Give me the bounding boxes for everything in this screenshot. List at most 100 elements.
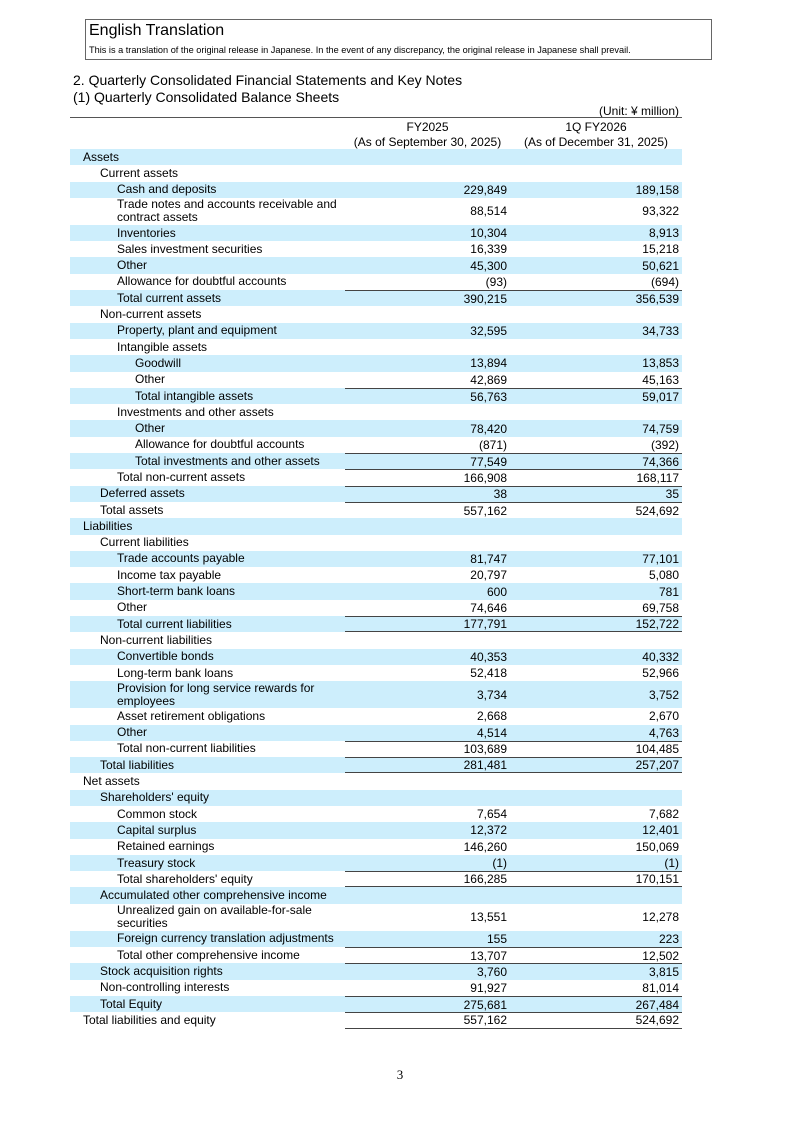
row-label: Inventories <box>117 225 176 240</box>
value-1q-fy2026: 13,853 <box>642 356 679 371</box>
row-label: Current assets <box>100 165 179 180</box>
table-row: Total assets 557,162 524,692 <box>70 501 682 518</box>
table-row: Total liabilities 281,481 257,207 <box>70 757 682 774</box>
table-row: Current liabilities <box>70 535 682 551</box>
value-fy2025: 13,707 <box>345 947 510 963</box>
value-1q-fy2026: 74,366 <box>510 453 682 469</box>
column-header-fy2025: FY2025 (As of September 30, 2025) <box>345 120 510 150</box>
table-row: Short-term bank loans 600 781 <box>70 583 682 600</box>
value-fy2025: 56,763 <box>345 387 510 404</box>
table-row: Other 78,420 74,759 <box>70 420 682 437</box>
row-label: Intangible assets <box>117 339 208 354</box>
value-1q-fy2026: 524,692 <box>510 501 682 518</box>
row-label: Total current liabilities <box>117 616 232 631</box>
column-date: (As of September 30, 2025) <box>353 135 502 149</box>
value-fy2025: 74,646 <box>470 600 507 615</box>
value-1q-fy2026: 189,158 <box>635 182 679 197</box>
value-1q-fy2026: 168,117 <box>510 469 682 485</box>
value-fy2025: 177,791 <box>345 616 510 633</box>
value-fy2025: 155 <box>486 931 507 946</box>
row-label: Total non-current assets <box>117 469 246 484</box>
table-row: Non-controlling interests 91,927 81,014 <box>70 980 682 996</box>
table-top-rule <box>70 117 682 118</box>
value-1q-fy2026: 3,752 <box>648 687 679 702</box>
table-row: Net assets <box>70 773 682 789</box>
row-label: Total other comprehensive income <box>117 947 300 962</box>
table-row: Retained earnings 146,260 150,069 <box>70 839 682 855</box>
table-row: Inventories 10,304 8,913 <box>70 224 682 242</box>
row-label: Asset retirement obligations <box>117 708 266 723</box>
table-row: Non-current liabilities <box>70 632 682 648</box>
value-1q-fy2026: 34,733 <box>642 323 679 338</box>
value-fy2025: 557,162 <box>345 501 510 518</box>
row-label: Total current assets <box>117 290 222 305</box>
table-row: Capital surplus 12,372 12,401 <box>70 822 682 839</box>
value-1q-fy2026: 152,722 <box>510 616 682 633</box>
table-row: Other 42,869 45,163 <box>70 372 682 388</box>
value-1q-fy2026 <box>510 535 682 551</box>
value-1q-fy2026 <box>510 339 682 355</box>
value-1q-fy2026: 3,815 <box>510 963 682 979</box>
table-row: Liabilities <box>70 518 682 535</box>
row-label: Investments and other assets <box>117 404 274 419</box>
value-fy2025: 45,300 <box>470 258 507 273</box>
value-1q-fy2026: 74,759 <box>642 421 679 436</box>
table-row: Allowance for doubtful accounts (93) (694) <box>70 274 682 290</box>
value-fy2025: 10,304 <box>470 226 507 241</box>
column-header-1q-fy2026: 1Q FY2026 (As of December 31, 2025) <box>510 120 682 150</box>
row-label: Shareholders' equity <box>100 790 210 805</box>
value-1q-fy2026: 223 <box>658 931 679 946</box>
row-label: Total liabilities <box>100 757 175 772</box>
row-label: Other <box>135 372 166 387</box>
row-label: Cash and deposits <box>117 182 217 197</box>
value-1q-fy2026: 35 <box>510 485 682 502</box>
table-row: Common stock 7,654 7,682 <box>70 806 682 822</box>
value-fy2025 <box>345 306 510 322</box>
table-row: Total non-current assets 166,908 168,117 <box>70 469 682 485</box>
table-row: Total intangible assets 56,763 59,017 <box>70 387 682 405</box>
row-label: Total Equity <box>100 996 163 1011</box>
table-row: Foreign currency translation adjustments… <box>70 930 682 948</box>
subsection-heading: (1) Quarterly Consolidated Balance Sheet… <box>73 89 340 105</box>
table-row: Unrealized gain on available-for-sale se… <box>70 904 682 931</box>
value-1q-fy2026: 150,069 <box>635 839 679 854</box>
column-period: FY2025 <box>406 120 449 134</box>
row-label: Non-controlling interests <box>100 980 230 995</box>
value-fy2025 <box>345 632 510 648</box>
value-1q-fy2026: 52,966 <box>642 666 679 681</box>
row-label: Total investments and other assets <box>135 453 320 468</box>
table-row: Current assets <box>70 165 682 181</box>
row-label: Liabilities <box>83 518 133 533</box>
row-label: Total shareholders' equity <box>117 871 253 886</box>
table-row: Convertible bonds 40,353 40,332 <box>70 648 682 665</box>
row-label: Common stock <box>117 806 198 821</box>
value-fy2025: 3,760 <box>345 963 510 979</box>
row-label: Capital surplus <box>117 822 197 837</box>
value-fy2025 <box>345 339 510 355</box>
value-fy2025: 390,215 <box>345 290 510 306</box>
value-fy2025: 166,908 <box>345 469 510 485</box>
value-fy2025: 12,372 <box>470 823 507 838</box>
value-1q-fy2026: 40,332 <box>642 649 679 664</box>
row-label: Short-term bank loans <box>117 584 236 599</box>
unit-label: (Unit: ¥ million) <box>598 104 679 118</box>
row-label: Foreign currency translation adjustments <box>117 931 334 946</box>
value-1q-fy2026 <box>510 518 682 534</box>
table-row: Goodwill 13,894 13,853 <box>70 355 682 372</box>
value-1q-fy2026: 356,539 <box>510 290 682 306</box>
value-fy2025: 16,339 <box>470 242 507 257</box>
value-1q-fy2026: 2,670 <box>648 709 679 724</box>
value-fy2025: 91,927 <box>470 980 507 995</box>
column-date: (As of December 31, 2025) <box>523 135 669 149</box>
value-1q-fy2026 <box>510 790 682 806</box>
table-row: Treasury stock (1) (1) <box>70 854 682 872</box>
value-fy2025: (1) <box>492 856 507 871</box>
value-1q-fy2026 <box>510 404 682 420</box>
row-label: Sales investment securities <box>117 241 263 256</box>
table-row: Total shareholders' equity 166,285 170,151 <box>70 871 682 888</box>
row-label: Total intangible assets <box>135 388 254 403</box>
value-1q-fy2026 <box>510 149 682 165</box>
table-row: Stock acquisition rights 3,760 3,815 <box>70 963 682 980</box>
value-1q-fy2026: 59,017 <box>510 387 682 404</box>
